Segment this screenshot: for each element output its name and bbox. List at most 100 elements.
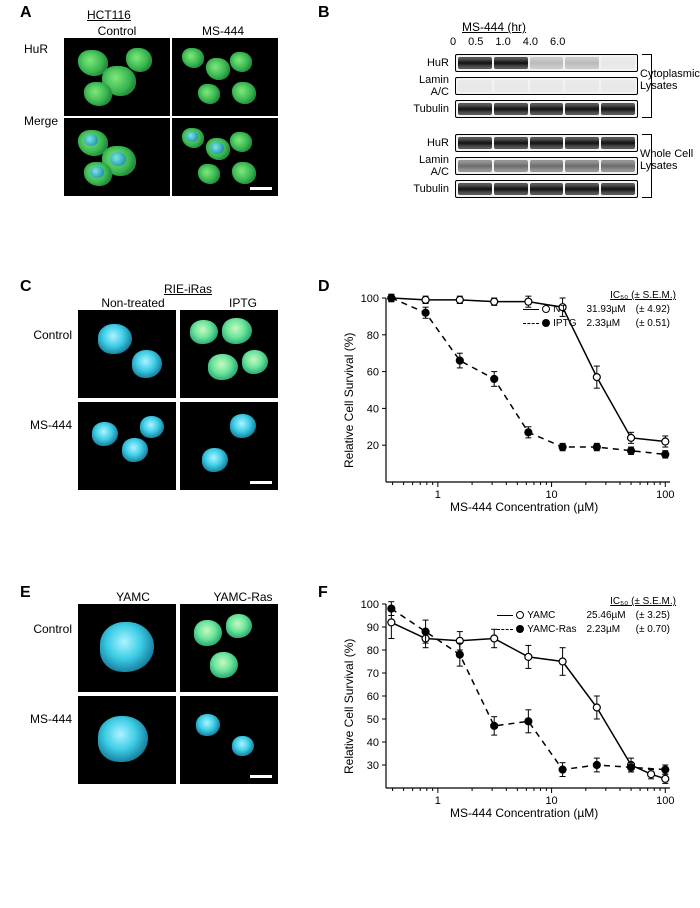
panel-b-cyto: HuR Lamin A/C Tubulin Cytoplasmic Lysate… bbox=[400, 52, 638, 121]
svg-text:100: 100 bbox=[656, 489, 674, 501]
panel-a-scalebar bbox=[250, 187, 272, 190]
panel-f-ylabel: Relative Cell Survival (%) bbox=[342, 639, 356, 774]
panel-a-row-hur: HuR bbox=[24, 42, 58, 56]
panel-d-label: D bbox=[318, 278, 330, 296]
cyto-side-label: Cytoplasmic Lysates bbox=[640, 68, 700, 92]
panel-d-nt-sem: (± 4.92) bbox=[632, 304, 674, 316]
panel-f-xlabel: MS-444 Concentration (µM) bbox=[450, 806, 598, 820]
panel-c-row-ms444: MS-444 bbox=[26, 418, 72, 432]
cyto-tubulin-label: Tubulin bbox=[400, 103, 455, 115]
svg-text:100: 100 bbox=[361, 293, 379, 305]
svg-text:1: 1 bbox=[435, 795, 441, 807]
panel-a-img-merge-ms444 bbox=[172, 118, 278, 196]
panel-d-ylabel: Relative Cell Survival (%) bbox=[342, 333, 356, 468]
panel-c-img-ms444-nt bbox=[78, 402, 176, 490]
panel-a-col-control: Control bbox=[64, 24, 170, 38]
svg-text:100: 100 bbox=[361, 599, 379, 611]
panel-c-img-control-nt bbox=[78, 310, 176, 398]
panel-f-yamcras-sem: (± 0.70) bbox=[632, 624, 674, 636]
tp2: 1.0 bbox=[495, 36, 510, 48]
panel-a-row-merge: Merge bbox=[24, 114, 58, 128]
panel-a-col-ms444: MS-444 bbox=[170, 24, 276, 38]
panel-e-container: YAMC YAMC-Ras Control MS-444 bbox=[58, 590, 298, 784]
whole-tubulin-label: Tubulin bbox=[400, 183, 455, 195]
panel-e-img-ms444-yamcras bbox=[180, 696, 278, 784]
panel-d-chart: 20406080100110100 Relative Cell Survival… bbox=[340, 288, 680, 518]
panel-f-leg-yamc: YAMC bbox=[527, 610, 555, 621]
panel-b-whole: HuR Lamin A/C Tubulin Whole Cell Lysates bbox=[400, 132, 638, 201]
panel-f-ic50: IC₅₀ (± S.E.M.) YAMC 25.46µM (± 3.25) YA… bbox=[491, 596, 676, 638]
panel-f-label: F bbox=[318, 584, 328, 602]
panel-e-scalebar bbox=[250, 775, 272, 778]
panel-c-label: C bbox=[20, 278, 32, 296]
whole-hur: HuR bbox=[400, 132, 638, 154]
panel-b-timepoints: 0 0.5 1.0 4.0 6.0 bbox=[450, 36, 565, 48]
panel-f-yamc-val: 25.46µM bbox=[582, 610, 629, 622]
panel-a-img-hur-ms444 bbox=[172, 38, 278, 116]
panel-d-xlabel: MS-444 Concentration (µM) bbox=[450, 500, 598, 514]
tp1: 0.5 bbox=[468, 36, 483, 48]
panel-d-leg-nt: NT bbox=[553, 304, 566, 315]
cyto-lamin-label: Lamin A/C bbox=[400, 74, 455, 98]
panel-b-label: B bbox=[318, 4, 330, 22]
panel-a-title: HCT116 bbox=[87, 8, 131, 22]
panel-a-container: Control MS-444 bbox=[64, 24, 277, 196]
panel-d-leg-iptg: IPTG bbox=[553, 318, 576, 329]
panel-a-img-merge-control bbox=[64, 118, 170, 196]
svg-text:80: 80 bbox=[367, 330, 379, 342]
panel-d-iptg-sem: (± 0.51) bbox=[632, 318, 674, 330]
panel-e-label: E bbox=[20, 584, 31, 602]
panel-e-img-control-yamcras bbox=[180, 604, 278, 692]
svg-text:60: 60 bbox=[367, 367, 379, 379]
panel-f-yamc-sem: (± 3.25) bbox=[632, 610, 674, 622]
panel-d-ic50: IC₅₀ (± S.E.M.) NT 31.93µM (± 4.92) IPTG… bbox=[517, 290, 676, 332]
svg-text:20: 20 bbox=[367, 440, 379, 452]
panel-c-img-ms444-iptg bbox=[180, 402, 278, 490]
svg-text:50: 50 bbox=[367, 714, 379, 726]
svg-text:90: 90 bbox=[367, 622, 379, 634]
panel-c-row-control: Control bbox=[26, 328, 72, 342]
panel-e-row-control: Control bbox=[26, 622, 72, 636]
panel-d-iptg-val: 2.33µM bbox=[582, 318, 629, 330]
panel-e-row-ms444: MS-444 bbox=[26, 712, 72, 726]
panel-d-nt-val: 31.93µM bbox=[582, 304, 629, 316]
tp4: 6.0 bbox=[550, 36, 565, 48]
whole-side-label: Whole Cell Lysates bbox=[640, 148, 700, 172]
panel-f-leg-yamcras: YAMC-Ras bbox=[527, 624, 576, 635]
svg-text:80: 80 bbox=[367, 645, 379, 657]
panel-a-img-hur-control bbox=[64, 38, 170, 116]
cyto-tubulin: Tubulin bbox=[400, 98, 638, 120]
whole-hur-label: HuR bbox=[400, 137, 455, 149]
svg-text:60: 60 bbox=[367, 691, 379, 703]
panel-c-title: RIE-iRas bbox=[78, 282, 298, 296]
panel-c-container: RIE-iRas Non-treated IPTG Control MS-444 bbox=[58, 282, 298, 490]
panel-c-scalebar bbox=[250, 481, 272, 484]
svg-text:40: 40 bbox=[367, 737, 379, 749]
panel-d-ic50-title: IC₅₀ (± S.E.M.) bbox=[517, 290, 676, 302]
panel-c-col-iptg: IPTG bbox=[188, 296, 298, 310]
panel-c-img-control-iptg bbox=[180, 310, 278, 398]
panel-f-yamcras-val: 2.23µM bbox=[582, 624, 629, 636]
cyto-hur: HuR bbox=[400, 52, 638, 74]
svg-text:100: 100 bbox=[656, 795, 674, 807]
panel-e-img-control-yamc bbox=[78, 604, 176, 692]
panel-e-img-ms444-yamc bbox=[78, 696, 176, 784]
panel-f-chart: 30405060708090100110100 Relative Cell Su… bbox=[340, 594, 680, 824]
panel-e-col-yamc: YAMC bbox=[78, 590, 188, 604]
panel-f-ic50-title: IC₅₀ (± S.E.M.) bbox=[491, 596, 676, 608]
whole-lamin-label: Lamin A/C bbox=[400, 154, 455, 178]
tp0: 0 bbox=[450, 36, 456, 48]
tp3: 4.0 bbox=[523, 36, 538, 48]
whole-tubulin: Tubulin bbox=[400, 178, 638, 200]
panel-a-row-labels: HuR Merge bbox=[24, 42, 58, 128]
svg-text:30: 30 bbox=[367, 760, 379, 772]
svg-text:40: 40 bbox=[367, 403, 379, 415]
panel-a-label: A bbox=[20, 4, 32, 22]
svg-text:70: 70 bbox=[367, 668, 379, 680]
panel-e-col-yamcras: YAMC-Ras bbox=[188, 590, 298, 604]
panel-b-timeline-title: MS-444 (hr) bbox=[462, 20, 526, 34]
svg-text:1: 1 bbox=[435, 489, 441, 501]
cyto-hur-label: HuR bbox=[400, 57, 455, 69]
cyto-lamin: Lamin A/C bbox=[400, 75, 638, 97]
whole-lamin: Lamin A/C bbox=[400, 155, 638, 177]
